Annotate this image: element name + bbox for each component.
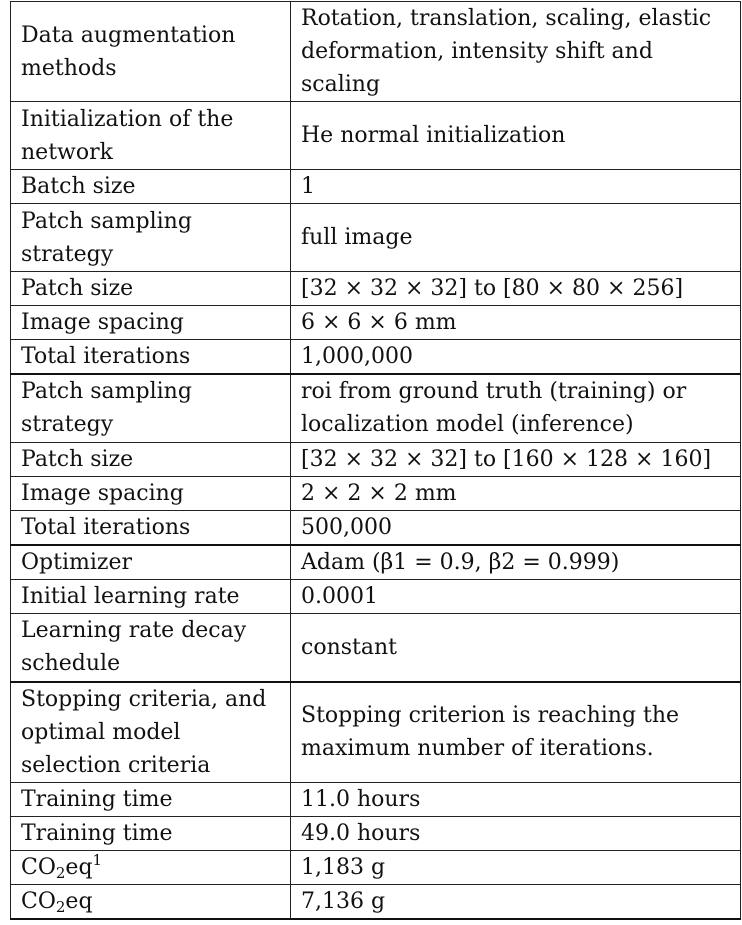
row-value: Adam (β1 = 0.9, β2 = 0.999)	[290, 543, 741, 580]
row-value: roi from ground truth (training) or loca…	[290, 373, 741, 443]
table-row: Total iterations 1,000,000	[10, 339, 741, 375]
row-label-co2eq: CO2eq	[10, 884, 291, 920]
row-label: Image spacing	[10, 305, 291, 340]
row-label: Patch sampling strategy	[10, 203, 291, 272]
row-label: Initial learning rate	[10, 579, 291, 614]
row-value: 0.0001	[290, 579, 741, 614]
row-value: [32 × 32 × 32] to [160 × 128 × 160]	[290, 441, 741, 477]
table-row: Training time 49.0 hours	[10, 816, 741, 851]
row-label: Total iterations	[10, 339, 291, 375]
table-row: Initial learning rate 0.0001	[10, 579, 741, 614]
row-label: Patch size	[10, 271, 291, 306]
row-value: constant	[290, 613, 741, 682]
table-row: Initialization of the network He normal …	[10, 101, 741, 170]
row-value: 1,000,000	[290, 339, 741, 375]
table-row: Image spacing 6 × 6 × 6 mm	[10, 305, 741, 340]
row-label: Total iterations	[10, 509, 291, 545]
row-label-co2eq-footnote: CO2eq1	[10, 850, 291, 885]
table-row: CO2eq1 1,183 g	[10, 850, 741, 885]
row-label: Initialization of the network	[10, 101, 291, 170]
row-value: 500,000	[290, 509, 741, 545]
row-value: 1	[290, 169, 741, 204]
row-value: 49.0 hours	[290, 816, 741, 851]
row-value: 2 × 2 × 2 mm	[290, 475, 741, 511]
table-row: Stopping criteria, and optimal model sel…	[10, 680, 741, 783]
footnote-marker: 1	[92, 851, 103, 869]
table-row: Batch size 1	[10, 169, 741, 204]
row-value: Rotation, translation, scaling, elastic …	[290, 1, 741, 102]
row-value: full image	[290, 203, 741, 272]
row-value: Stopping criterion is reaching the maxim…	[290, 680, 741, 783]
table-row: Optimizer Adam (β1 = 0.9, β2 = 0.999)	[10, 543, 741, 580]
row-label: Training time	[10, 782, 291, 817]
training-parameters-table: Data augmentation methods Rotation, tran…	[10, 1, 741, 920]
row-label: Training time	[10, 816, 291, 851]
table-row: Patch size [32 × 32 × 32] to [80 × 80 × …	[10, 271, 741, 306]
table-row: Patch sampling strategy roi from ground …	[10, 373, 741, 443]
row-label: Batch size	[10, 169, 291, 204]
table-row: Learning rate decay schedule constant	[10, 613, 741, 682]
table-row: Total iterations 500,000	[10, 509, 741, 545]
row-label: Optimizer	[10, 543, 291, 580]
row-value: 6 × 6 × 6 mm	[290, 305, 741, 340]
table-row: Training time 11.0 hours	[10, 782, 741, 817]
row-label: Stopping criteria, and optimal model sel…	[10, 680, 291, 783]
row-label: Image spacing	[10, 475, 291, 511]
row-value: 7,136 g	[290, 884, 741, 920]
row-value: 11.0 hours	[290, 782, 741, 817]
table-row: Image spacing 2 × 2 × 2 mm	[10, 475, 741, 511]
table-row: Patch size [32 × 32 × 32] to [160 × 128 …	[10, 441, 741, 477]
row-label: Data augmentation methods	[10, 1, 291, 102]
table-row: Data augmentation methods Rotation, tran…	[10, 1, 741, 102]
row-label: Patch size	[10, 441, 291, 477]
row-label: Patch sampling strategy	[10, 373, 291, 443]
row-value: He normal initialization	[290, 101, 741, 170]
row-value: [32 × 32 × 32] to [80 × 80 × 256]	[290, 271, 741, 306]
row-value: 1,183 g	[290, 850, 741, 885]
table-row: CO2eq 7,136 g	[10, 884, 741, 920]
row-label: Learning rate decay schedule	[10, 613, 291, 682]
table-row: Patch sampling strategy full image	[10, 203, 741, 272]
